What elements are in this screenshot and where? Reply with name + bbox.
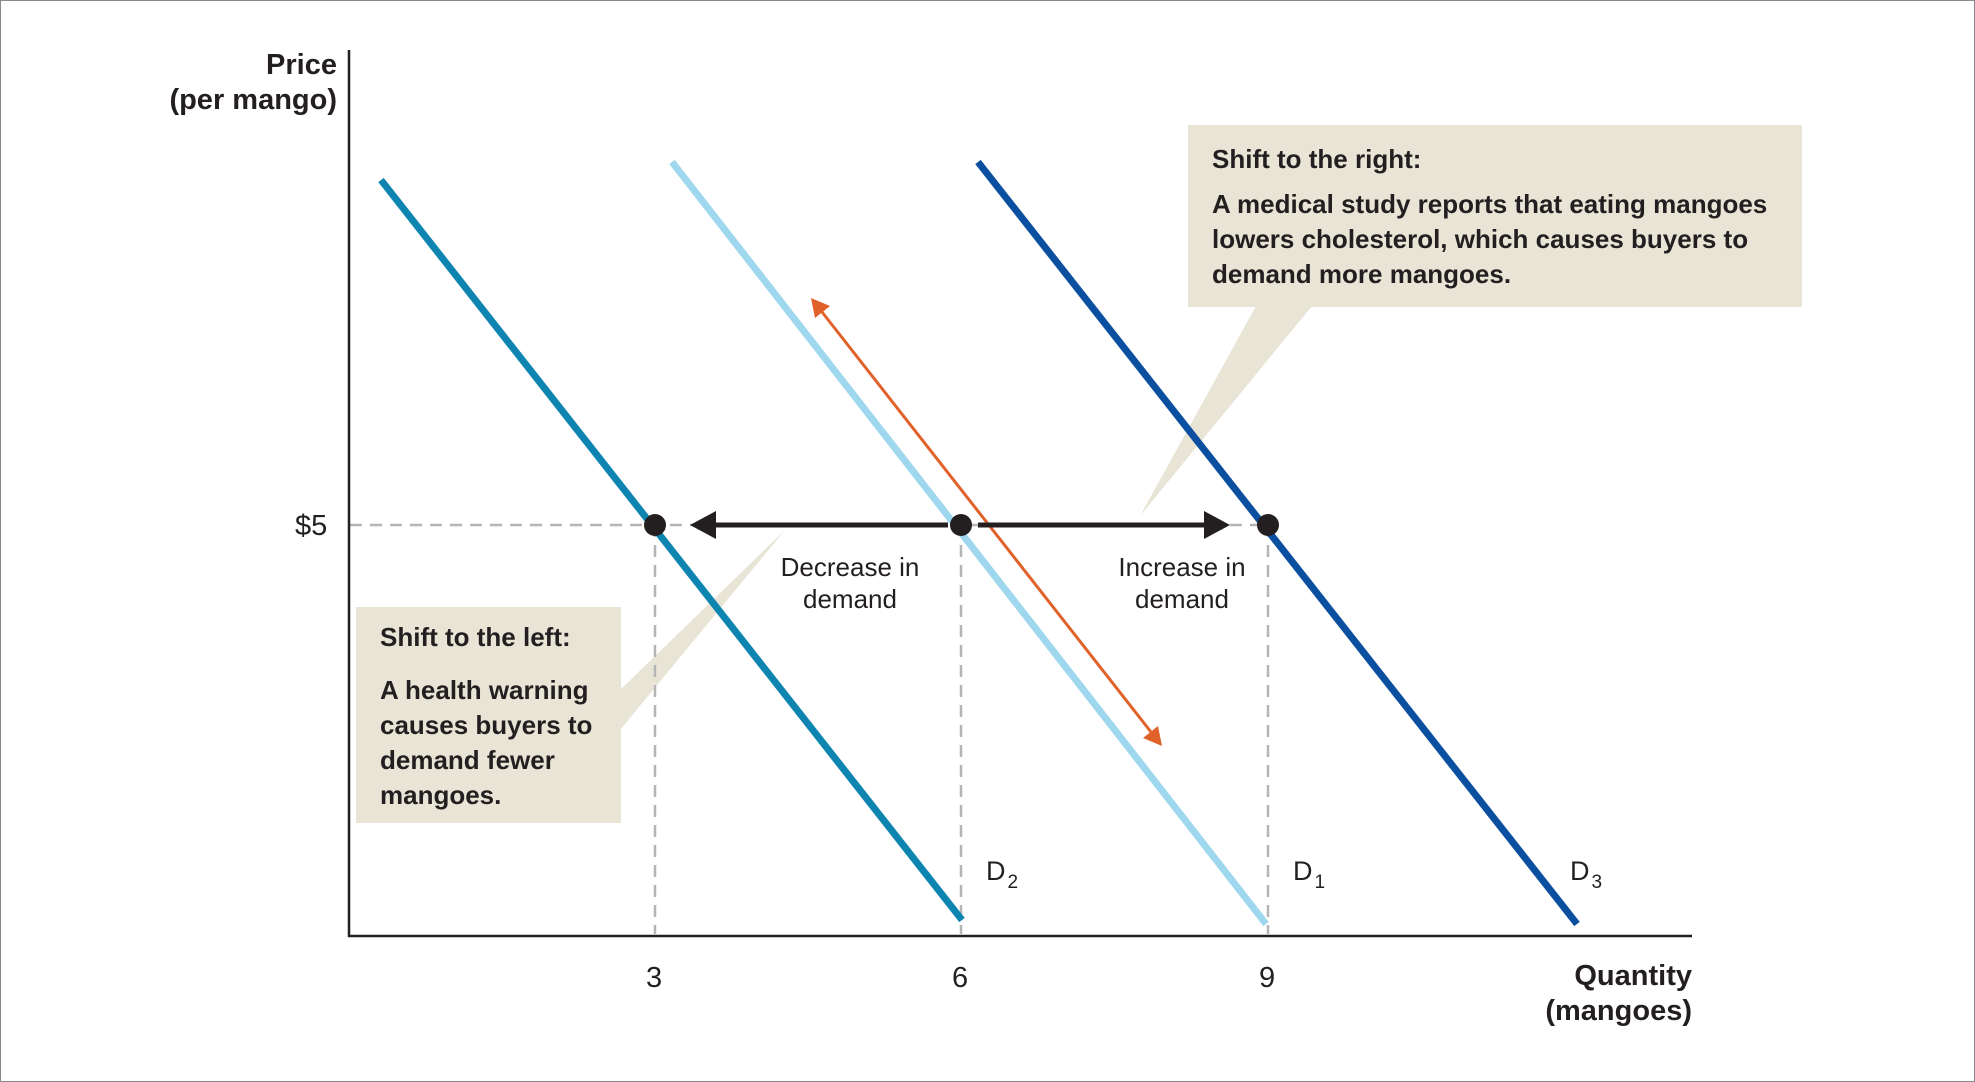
decrease-label-line2: demand — [803, 584, 897, 614]
increase-arrow — [978, 511, 1230, 539]
point-d2-q3 — [644, 514, 666, 536]
decrease-in-demand-label: Decrease in demand — [770, 551, 930, 615]
curve-label-d2-letter: D — [986, 856, 1006, 886]
left-callout-pointer — [620, 530, 785, 730]
increase-label-line1: Increase in — [1118, 552, 1246, 582]
x-tick-6: 6 — [952, 962, 969, 994]
demand-curve-d1 — [669, 159, 1269, 927]
x-axis-title-line2: (mangoes) — [1545, 995, 1692, 1027]
curve-label-d2-sub: 2 — [1007, 872, 1019, 893]
increase-in-demand-label: Increase in demand — [1102, 551, 1262, 615]
y-axis-title: Price (per mango) — [169, 48, 337, 118]
decrease-arrow — [690, 511, 948, 539]
increase-label-line2: demand — [1135, 584, 1229, 614]
demand-curve-d3 — [975, 159, 1580, 927]
y-tick-5: $5 — [295, 510, 328, 542]
callout-left-heading: Shift to the left: — [380, 622, 571, 652]
decrease-label-line1: Decrease in — [780, 552, 920, 582]
y-axis-title-line1: Price — [266, 49, 337, 81]
x-tick-3: 3 — [646, 962, 663, 994]
y-axis-title-line2: (per mango) — [169, 84, 337, 116]
right-callout-pointer — [1140, 306, 1312, 516]
curve-label-d3-sub: 3 — [1591, 872, 1603, 893]
callout-left-body: A health warning causes buyers to demand… — [380, 675, 593, 810]
point-d3-q9 — [1257, 514, 1279, 536]
x-axis-title-line1: Quantity — [1574, 960, 1692, 992]
point-d1-q6 — [950, 514, 972, 536]
orange-double-arrow — [811, 298, 1162, 746]
curve-label-d1-letter: D — [1293, 856, 1313, 886]
demand-curve-d2 — [378, 177, 965, 923]
x-tick-9: 9 — [1259, 962, 1276, 994]
callout-shift-right: Shift to the right: A medical study repo… — [1188, 125, 1802, 307]
curve-label-d1-sub: 1 — [1314, 872, 1326, 893]
x-axis-title: Quantity (mangoes) — [1545, 959, 1692, 1029]
callout-shift-left: Shift to the left: A health warning caus… — [356, 607, 621, 823]
callout-right-heading: Shift to the right: — [1212, 144, 1422, 174]
curve-label-d3-letter: D — [1570, 856, 1590, 886]
callout-right-body: A medical study reports that eating mang… — [1212, 189, 1768, 289]
